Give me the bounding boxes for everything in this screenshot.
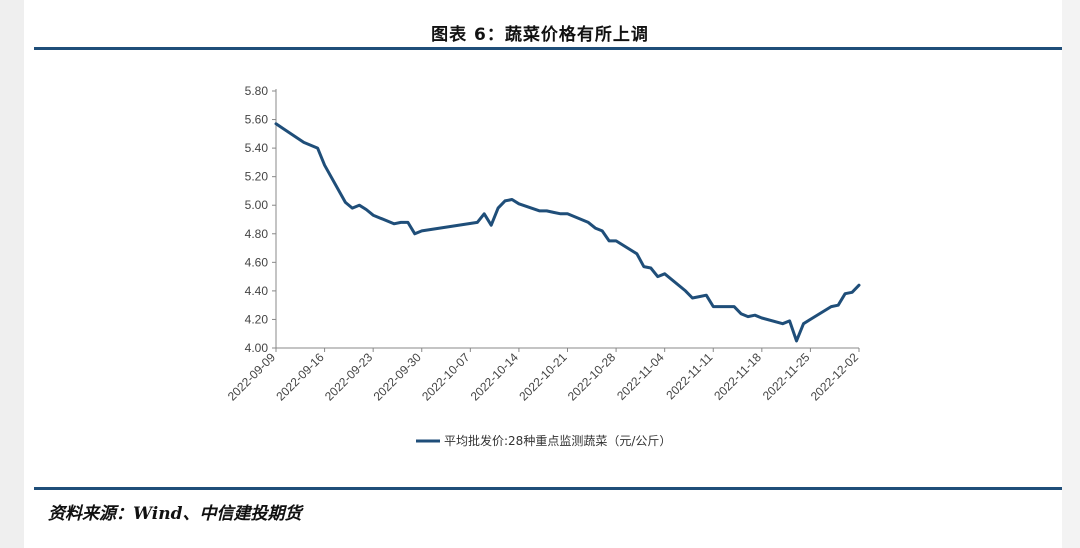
y-tick-label: 4.60 [245,255,269,269]
figure-title: 图表 6：蔬菜价格有所上调 [431,25,649,45]
legend: 平均批发价:28种重点监测蔬菜（元/公斤） [416,433,671,448]
y-tick-label: 4.20 [245,312,269,326]
y-tick-label: 5.40 [245,141,269,155]
y-tick-label: 5.20 [245,170,269,184]
series-group [274,122,861,343]
y-axis-ticks: 5.80 5.60 5.40 5.20 5.00 4.80 4.60 4.40 4.20 4.00 [245,84,276,355]
source-note: 资料来源：Wind、中信建投期货 [48,504,302,524]
x-tick-label: 2022-11-25 [760,350,813,403]
x-tick-label: 2022-10-14 [468,350,522,404]
x-tick-label: 2022-11-11 [663,350,715,402]
x-tick-label: 2022-10-21 [516,350,570,404]
page-margin-right [1062,0,1080,548]
series-line [274,122,861,343]
chart-axes [275,89,859,349]
x-axis-ticks: 2022-09-092022-09-162022-09-232022-09-30… [225,348,862,404]
y-tick-label: 4.00 [245,341,269,355]
y-tick-label: 5.80 [245,84,269,98]
y-tick-label: 5.60 [245,113,269,127]
y-tick-label: 5.00 [245,198,269,212]
y-tick-label: 4.40 [245,284,269,298]
x-tick-label: 2022-11-04 [614,350,667,403]
bottom-divider [34,487,1062,490]
legend-label: 平均批发价:28种重点监测蔬菜（元/公斤） [444,433,671,448]
x-tick-label: 2022-09-30 [371,350,425,404]
x-tick-label: 2022-10-07 [419,350,473,404]
x-tick-label: 2022-09-09 [225,350,279,404]
x-tick-label: 2022-11-18 [711,350,764,403]
x-tick-label: 2022-10-28 [565,350,619,404]
top-divider [34,47,1062,50]
x-tick-label: 2022-09-16 [273,350,327,404]
x-tick-label: 2022-12-02 [808,350,862,404]
y-tick-label: 4.80 [245,227,269,241]
page-margin-left [0,0,24,548]
x-tick-label: 2022-09-23 [322,350,376,404]
